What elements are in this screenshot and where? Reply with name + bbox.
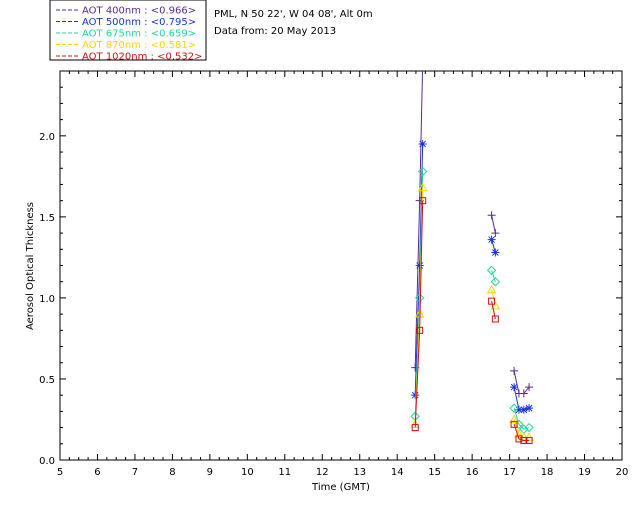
data-point bbox=[524, 432, 534, 441]
data-point bbox=[509, 414, 519, 423]
series-line bbox=[491, 270, 496, 282]
x-tick-label: 10 bbox=[241, 467, 254, 478]
series-3 bbox=[410, 166, 534, 434]
data-point bbox=[415, 261, 424, 270]
series-5 bbox=[411, 197, 533, 445]
data-point bbox=[491, 229, 500, 238]
x-tick-label: 8 bbox=[169, 467, 175, 478]
x-tick-label: 12 bbox=[316, 467, 329, 478]
data-point bbox=[519, 389, 528, 398]
data-point bbox=[510, 366, 519, 375]
data-point bbox=[525, 404, 534, 413]
y-tick-label: 0.5 bbox=[39, 375, 55, 386]
date-info: Data from: 20 May 2013 bbox=[214, 26, 336, 37]
x-axis: 5 6 7 8 9 10 11 12 13 14 15 16 17 18 19 20 bbox=[57, 71, 629, 478]
legend-entry: AOT 1020nm : <0.532> bbox=[82, 52, 202, 63]
data-point bbox=[514, 419, 524, 430]
x-tick-label: 9 bbox=[207, 467, 213, 478]
y-tick-label: 1.0 bbox=[39, 294, 55, 305]
x-tick-label: 7 bbox=[132, 467, 138, 478]
y-tick-label: 2.0 bbox=[39, 132, 55, 143]
data-point bbox=[486, 284, 497, 294]
data-point bbox=[487, 235, 496, 244]
data-point bbox=[411, 391, 420, 400]
data-point bbox=[519, 405, 528, 414]
data-point bbox=[491, 248, 500, 257]
plot-frame bbox=[59, 70, 623, 461]
series-4 bbox=[410, 182, 534, 441]
x-axis-label: Time (GMT) bbox=[311, 482, 370, 493]
data-point bbox=[417, 182, 428, 192]
y-tick-label: 0.0 bbox=[39, 456, 55, 467]
series-line bbox=[513, 370, 530, 395]
data-point bbox=[491, 315, 499, 323]
x-tick-label: 16 bbox=[466, 467, 479, 478]
data-point bbox=[514, 405, 523, 414]
series-line bbox=[491, 215, 496, 234]
data-point bbox=[488, 297, 496, 305]
data-point bbox=[416, 326, 424, 334]
data-point bbox=[417, 166, 428, 177]
x-tick-label: 18 bbox=[541, 467, 554, 478]
x-tick-label: 5 bbox=[57, 467, 63, 478]
y-axis-label: Aerosol Optical Thickness bbox=[25, 202, 36, 330]
legend-entry: AOT 500nm : <0.795> bbox=[82, 17, 196, 28]
data-point bbox=[510, 420, 518, 428]
series-line bbox=[491, 239, 496, 253]
x-tick-label: 14 bbox=[391, 467, 404, 478]
series-group bbox=[410, 71, 534, 445]
legend-entry: AOT 400nm : <0.966> bbox=[82, 6, 196, 17]
data-point bbox=[509, 403, 519, 413]
x-tick-label: 6 bbox=[94, 467, 100, 478]
station-info: PML, N 50 22', W 04 08', Alt 0m bbox=[214, 9, 373, 20]
data-point bbox=[510, 383, 519, 392]
x-tick-label: 15 bbox=[428, 467, 441, 478]
data-point bbox=[525, 437, 533, 445]
data-point bbox=[411, 424, 419, 432]
legend-entry: AOT 870nm : <0.581> bbox=[82, 40, 196, 51]
y-axis: 0.0 0.5 1.0 1.5 2.0 bbox=[39, 86, 622, 467]
x-tick-label: 17 bbox=[503, 467, 516, 478]
legend-entry: AOT 675nm : <0.659> bbox=[82, 29, 196, 40]
data-point bbox=[525, 383, 534, 392]
data-point bbox=[490, 301, 501, 310]
x-tick-label: 11 bbox=[278, 467, 291, 478]
y-tick-label: 1.5 bbox=[39, 213, 55, 224]
x-tick-label: 20 bbox=[616, 467, 629, 478]
legend: AOT 400nm : <0.966>AOT 500nm : <0.795>AO… bbox=[56, 6, 202, 63]
data-point bbox=[524, 422, 534, 433]
data-point bbox=[486, 265, 497, 276]
data-point bbox=[487, 211, 496, 220]
x-tick-label: 13 bbox=[353, 467, 366, 478]
data-point bbox=[490, 277, 501, 287]
x-tick-label: 19 bbox=[578, 467, 591, 478]
data-point bbox=[419, 197, 427, 205]
data-point bbox=[520, 437, 528, 445]
data-point bbox=[515, 435, 523, 443]
series-line bbox=[414, 200, 424, 428]
data-point bbox=[418, 139, 427, 148]
series-1 bbox=[411, 71, 534, 398]
